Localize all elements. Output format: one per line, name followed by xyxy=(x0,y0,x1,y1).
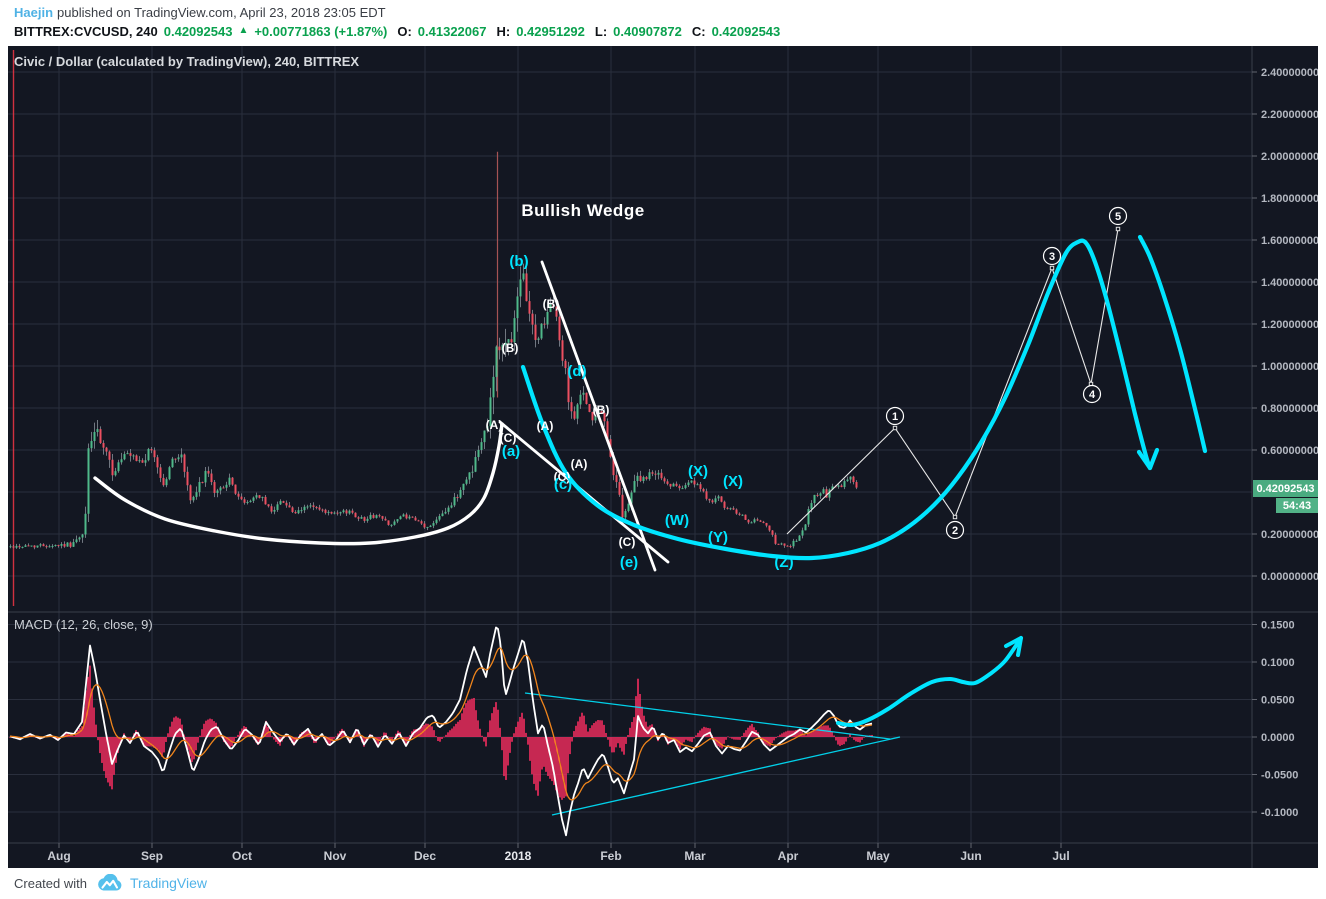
price-change: +0.00771863 (+1.87%) xyxy=(254,24,388,39)
svg-text:May: May xyxy=(866,849,890,863)
symbol-label: BITTREX:CVCUSD, 240 xyxy=(14,24,158,39)
publish-line: Haejin published on TradingView.com, Apri… xyxy=(14,5,780,20)
svg-text:Nov: Nov xyxy=(324,849,347,863)
svg-text:(A): (A) xyxy=(537,419,554,433)
svg-text:1.80000000: 1.80000000 xyxy=(1261,193,1318,205)
publish-header: Haejin published on TradingView.com, Apri… xyxy=(14,5,780,39)
svg-text:1.40000000: 1.40000000 xyxy=(1261,277,1318,289)
close-value: 0.42092543 xyxy=(711,24,781,39)
svg-text:3: 3 xyxy=(1049,251,1055,263)
svg-text:0.0000: 0.0000 xyxy=(1261,732,1295,744)
svg-text:(A): (A) xyxy=(571,457,588,471)
svg-text:0.80000000: 0.80000000 xyxy=(1261,403,1318,415)
svg-text:1: 1 xyxy=(892,411,898,423)
svg-text:2018: 2018 xyxy=(505,849,532,863)
chart-canvas[interactable]: (B)(B)(A)(C)(A)(B)(A)(C)(C)(b)(d)(a)(c)(… xyxy=(8,46,1318,868)
last-price-badge: 0.42092543 xyxy=(1253,480,1318,497)
open-value: 0.41322067 xyxy=(417,24,487,39)
svg-text:Oct: Oct xyxy=(232,849,252,863)
svg-text:(W): (W) xyxy=(665,512,689,529)
svg-text:(B): (B) xyxy=(593,403,610,417)
svg-text:0.0500: 0.0500 xyxy=(1261,695,1295,707)
svg-text:(B): (B) xyxy=(543,297,560,311)
symbol-ohlc-line: BITTREX:CVCUSD, 240 0.42092543 ▲ +0.0077… xyxy=(14,24,780,39)
svg-text:(C): (C) xyxy=(500,431,517,445)
open-label: O: xyxy=(397,24,412,39)
created-with-text: Created with xyxy=(14,875,87,891)
svg-text:-0.1000: -0.1000 xyxy=(1261,807,1298,819)
svg-text:0.1500: 0.1500 xyxy=(1261,620,1295,632)
svg-text:2.40000000: 2.40000000 xyxy=(1261,67,1318,79)
tradingview-cloud-icon xyxy=(98,874,122,891)
tradingview-logo-link[interactable]: TradingView xyxy=(96,874,207,892)
last-price: 0.42092543 xyxy=(163,24,233,39)
svg-text:(Y): (Y) xyxy=(708,529,728,546)
svg-text:2.20000000: 2.20000000 xyxy=(1261,109,1318,121)
close-label: C: xyxy=(691,24,706,39)
svg-text:Apr: Apr xyxy=(778,849,799,863)
svg-text:(X): (X) xyxy=(688,463,708,480)
svg-text:Jun: Jun xyxy=(960,849,981,863)
price-axis[interactable] xyxy=(1252,46,1318,843)
low-value: 0.40907872 xyxy=(613,24,682,39)
tradingview-link[interactable]: TradingView xyxy=(129,875,208,891)
svg-text:(d): (d) xyxy=(567,363,586,380)
svg-text:Jul: Jul xyxy=(1052,849,1069,863)
svg-text:4: 4 xyxy=(1089,389,1096,401)
up-triangle-icon: ▲ xyxy=(238,25,249,36)
bar-countdown-badge: 54:43 xyxy=(1276,498,1318,513)
svg-text:(Z): (Z) xyxy=(774,554,793,571)
svg-text:(B): (B) xyxy=(502,341,519,355)
svg-text:Aug: Aug xyxy=(47,849,70,863)
svg-text:(X): (X) xyxy=(723,473,743,490)
svg-text:Mar: Mar xyxy=(684,849,706,863)
macd-indicator-label[interactable]: MACD (12, 26, close, 9) xyxy=(14,617,153,632)
high-label: H: xyxy=(496,24,511,39)
svg-text:5: 5 xyxy=(1115,211,1121,223)
low-label: L: xyxy=(594,24,608,39)
svg-text:2.00000000: 2.00000000 xyxy=(1261,151,1318,163)
svg-text:(a): (a) xyxy=(502,443,520,460)
svg-text:2: 2 xyxy=(952,525,958,537)
author-link[interactable]: Haejin xyxy=(14,5,54,20)
svg-text:0.1000: 0.1000 xyxy=(1261,657,1295,669)
svg-text:Bullish Wedge: Bullish Wedge xyxy=(521,201,644,220)
publish-info: published on TradingView.com, April 23, … xyxy=(57,5,386,20)
svg-text:Dec: Dec xyxy=(414,849,436,863)
svg-text:1.20000000: 1.20000000 xyxy=(1261,319,1318,331)
svg-text:0.00000000: 0.00000000 xyxy=(1261,571,1318,583)
svg-text:(c): (c) xyxy=(554,476,572,493)
svg-text:(C): (C) xyxy=(619,535,636,549)
time-axis[interactable] xyxy=(8,843,1318,868)
svg-text:(A): (A) xyxy=(486,418,503,432)
svg-text:0.20000000: 0.20000000 xyxy=(1261,529,1318,541)
svg-text:-0.0500: -0.0500 xyxy=(1261,770,1298,782)
svg-text:(e): (e) xyxy=(620,554,638,571)
svg-text:0.60000000: 0.60000000 xyxy=(1261,445,1318,457)
svg-text:Sep: Sep xyxy=(141,849,163,863)
svg-text:(b): (b) xyxy=(509,253,528,270)
svg-text:1.00000000: 1.00000000 xyxy=(1261,361,1318,373)
chart-panel[interactable]: (B) (B) (A) (C) (A) (B) (A) (C) (C) (b) (d) (a) (c)(… xyxy=(8,46,1318,868)
svg-text:Feb: Feb xyxy=(600,849,621,863)
attribution-footer: Created with TradingView xyxy=(14,871,207,895)
svg-text:(C): (C) xyxy=(554,470,571,484)
svg-text:1.60000000: 1.60000000 xyxy=(1261,235,1318,247)
high-value: 0.42951292 xyxy=(516,24,585,39)
